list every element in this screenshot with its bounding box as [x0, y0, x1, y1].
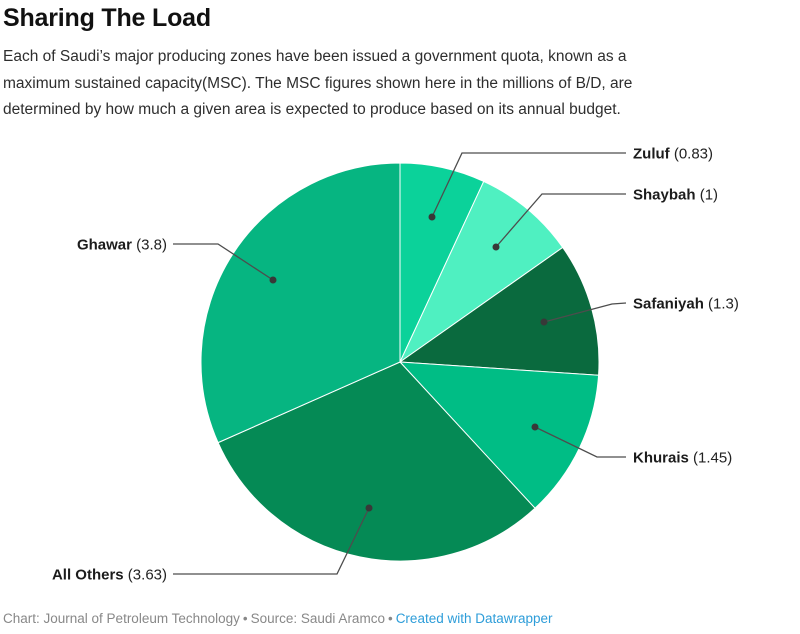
pie-slice-all-others[interactable] [217, 361, 536, 562]
callout-line [431, 152, 626, 218]
callout-dot [531, 423, 539, 431]
footer-separator: • [242, 611, 248, 626]
slice-label: Zuluf (0.83) [633, 145, 713, 162]
slice-label: Khurais (1.45) [633, 449, 732, 466]
description-line: maximum sustained capacity(MSC). The MSC… [3, 74, 633, 92]
callout-line [543, 302, 627, 323]
footer-separator: • [387, 611, 393, 626]
callout-line [173, 243, 274, 281]
callout-line [534, 426, 626, 458]
pie-slice-shaybah[interactable] [399, 180, 564, 363]
slice-label: All Others (3.63) [52, 566, 167, 583]
callout-line [495, 193, 626, 248]
description-line: Each of Saudi’s major producing zones ha… [3, 48, 627, 65]
footer-credit: Chart: Journal of Petroleum Technology [3, 611, 240, 626]
pie-labels: Zuluf (0.83) Shaybah (1) Safaniyah (1.3) Kh… [52, 145, 739, 583]
chart-description: Each of Saudi’s major producing zones ha… [3, 44, 783, 124]
callout-dot [540, 318, 548, 326]
callout-dot [492, 243, 500, 251]
callout-dot [365, 504, 373, 512]
callout-line [173, 507, 370, 575]
page-title: Sharing The Load [3, 4, 211, 32]
slice-label: Shaybah (1) [633, 186, 718, 203]
callout-dot [269, 276, 277, 284]
footer-source: Source: Saudi Aramco [250, 611, 385, 626]
datawrapper-attribution-link[interactable]: Created with Datawrapper [395, 611, 553, 626]
description-line: determined by how much a given area is e… [3, 101, 621, 118]
chart-footer: Chart: Journal of Petroleum Technology • S… [3, 610, 793, 627]
pie-callouts [173, 152, 627, 575]
pie-slices [200, 162, 600, 562]
callout-dot [428, 213, 436, 221]
pie-slice-safaniyah[interactable] [399, 246, 600, 376]
slice-label: Ghawar (3.8) [77, 236, 167, 253]
slice-label: Safaniyah (1.3) [633, 295, 739, 312]
chart-header: Sharing The Load [3, 2, 773, 34]
